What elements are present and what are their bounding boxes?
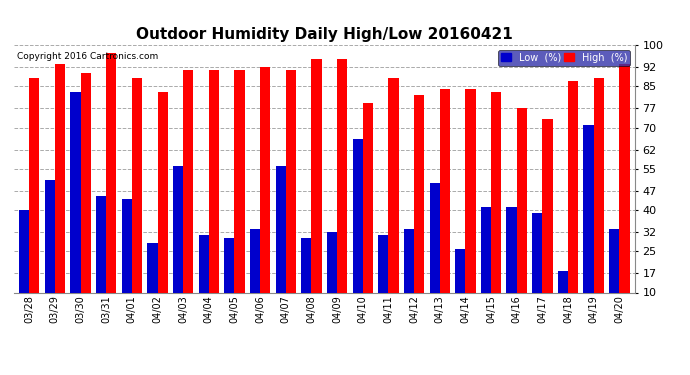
Bar [29, 78, 39, 320]
Bar [199, 235, 209, 320]
Bar [157, 92, 168, 320]
Bar [286, 70, 296, 320]
Bar [378, 235, 388, 320]
Bar [440, 89, 450, 320]
Text: Copyright 2016 Cartronics.com: Copyright 2016 Cartronics.com [17, 53, 158, 62]
Title: Outdoor Humidity Daily High/Low 20160421: Outdoor Humidity Daily High/Low 20160421 [136, 27, 513, 42]
Bar [173, 166, 183, 320]
Bar [466, 89, 475, 320]
Bar [209, 70, 219, 320]
Bar [481, 207, 491, 320]
Bar [491, 92, 502, 320]
Bar [532, 213, 542, 320]
Bar [250, 229, 260, 320]
Bar [147, 243, 157, 320]
Bar [183, 70, 193, 320]
Bar [311, 59, 322, 320]
Bar [302, 237, 311, 320]
Bar [235, 70, 245, 320]
Bar [353, 138, 363, 320]
Bar [558, 270, 568, 320]
Bar [609, 229, 620, 320]
Bar [121, 199, 132, 320]
Bar [429, 183, 440, 320]
Bar [132, 78, 142, 320]
Bar [224, 237, 235, 320]
Bar [388, 78, 399, 320]
Bar [593, 78, 604, 320]
Bar [106, 53, 117, 320]
Bar [363, 103, 373, 320]
Bar [260, 67, 270, 320]
Bar [275, 166, 286, 320]
Bar [96, 196, 106, 320]
Bar [584, 125, 593, 320]
Bar [542, 119, 553, 320]
Bar [45, 180, 55, 320]
Bar [506, 207, 517, 320]
Bar [81, 72, 91, 320]
Bar [414, 94, 424, 320]
Bar [19, 210, 29, 320]
Bar [327, 232, 337, 320]
Bar [568, 81, 578, 320]
Bar [70, 92, 81, 320]
Bar [517, 108, 527, 320]
Bar [455, 249, 466, 320]
Legend: Low  (%), High  (%): Low (%), High (%) [498, 50, 630, 66]
Bar [404, 229, 414, 320]
Bar [620, 64, 630, 320]
Bar [337, 59, 347, 320]
Bar [55, 64, 65, 320]
